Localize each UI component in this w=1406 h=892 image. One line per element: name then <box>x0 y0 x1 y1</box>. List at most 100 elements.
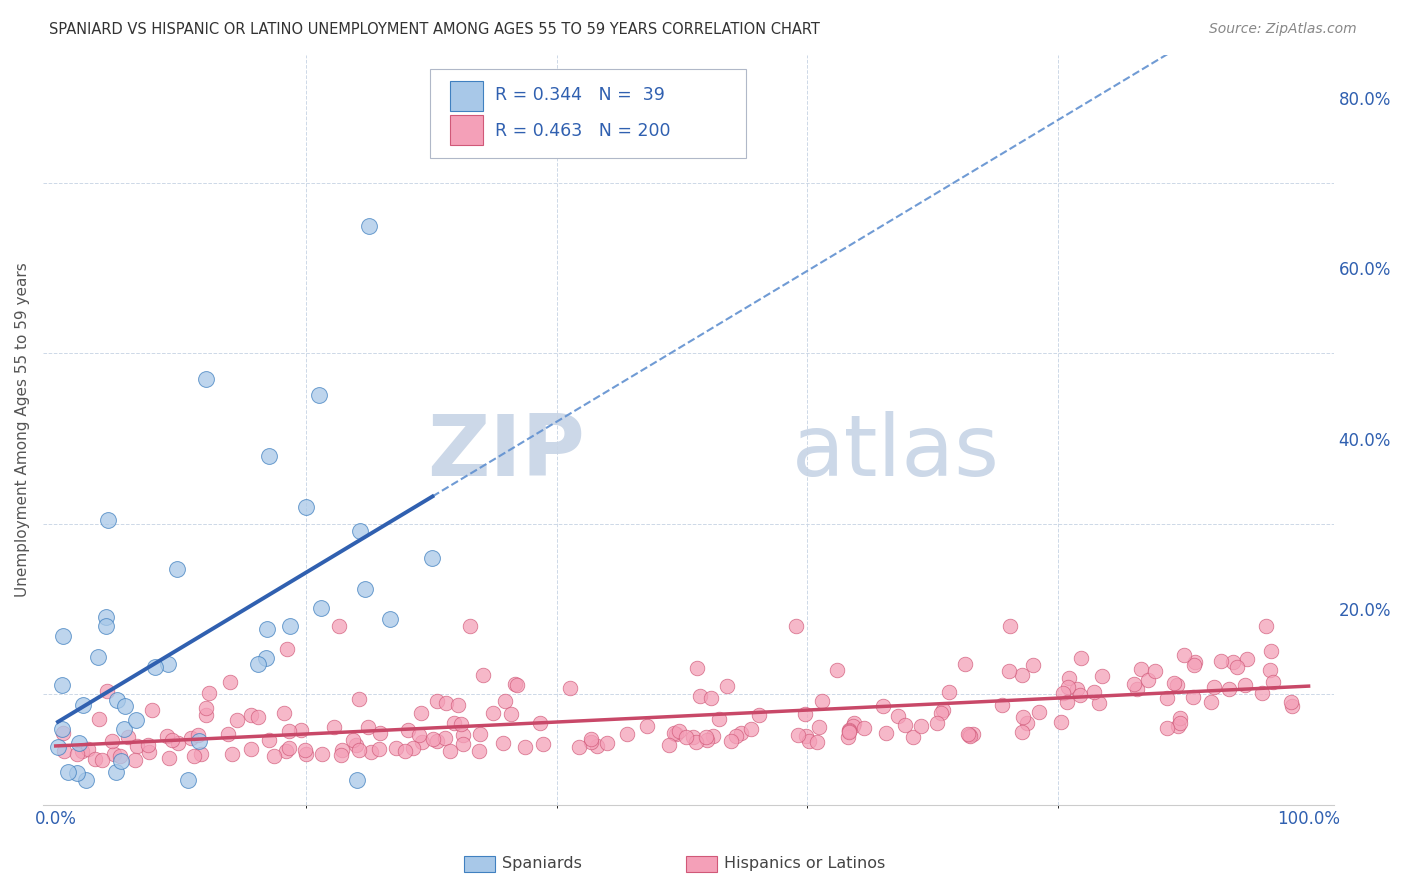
Point <box>959 729 981 743</box>
Point <box>124 753 146 767</box>
Point <box>87 712 110 726</box>
Point <box>167 736 190 750</box>
Point <box>938 685 960 699</box>
Point <box>105 765 128 780</box>
Point <box>505 678 527 692</box>
Point <box>1126 682 1149 697</box>
Point <box>740 722 762 736</box>
Point <box>240 741 263 756</box>
Point <box>145 659 167 673</box>
Point <box>1168 716 1191 731</box>
Point <box>492 736 515 750</box>
Point <box>278 740 301 755</box>
Text: SPANIARD VS HISPANIC OR LATINO UNEMPLOYMENT AMONG AGES 55 TO 59 YEARS CORRELATIO: SPANIARD VS HISPANIC OR LATINO UNEMPLOYM… <box>49 22 820 37</box>
Point <box>513 740 536 755</box>
Point <box>295 747 318 761</box>
Point <box>254 651 277 665</box>
Point <box>347 692 370 706</box>
Point <box>794 729 817 743</box>
Point <box>221 747 243 762</box>
Point <box>724 730 747 744</box>
Point <box>110 748 132 763</box>
Point <box>278 723 301 738</box>
Point <box>247 657 270 672</box>
Point <box>458 619 481 633</box>
Point <box>1066 682 1088 697</box>
Point <box>1279 695 1302 709</box>
Point <box>1156 691 1178 706</box>
Point <box>53 744 76 758</box>
Point <box>330 747 353 762</box>
Point <box>65 747 87 761</box>
Point <box>748 707 770 722</box>
Point <box>439 744 461 758</box>
FancyBboxPatch shape <box>430 70 747 158</box>
Point <box>470 727 492 741</box>
Point <box>838 725 860 739</box>
Point <box>811 694 834 708</box>
Point <box>838 723 860 738</box>
Point <box>347 743 370 757</box>
Point <box>837 730 859 744</box>
Point <box>875 726 897 740</box>
Point <box>308 387 330 401</box>
Point <box>219 675 242 690</box>
Point <box>853 721 876 735</box>
Point <box>675 730 697 744</box>
Point <box>346 772 368 787</box>
Point <box>66 765 89 780</box>
Point <box>180 731 202 746</box>
Point <box>384 741 406 756</box>
Point <box>720 734 742 748</box>
Point <box>529 715 551 730</box>
Point <box>354 582 377 596</box>
Point <box>1069 688 1091 702</box>
Point <box>1167 719 1189 733</box>
Point <box>503 677 526 691</box>
Point <box>401 741 423 756</box>
Point <box>838 724 860 739</box>
Point <box>1087 696 1109 710</box>
Point <box>844 715 866 730</box>
Point <box>273 706 295 721</box>
Point <box>380 612 402 626</box>
Point <box>596 736 619 750</box>
Point <box>1057 680 1080 694</box>
Point <box>472 667 495 681</box>
Point <box>396 723 419 738</box>
Point <box>280 619 302 633</box>
Point <box>957 727 980 741</box>
Point <box>408 729 430 743</box>
Point <box>1263 675 1285 690</box>
Point <box>295 500 318 514</box>
Point <box>368 725 391 739</box>
Point <box>166 562 188 576</box>
Point <box>357 720 380 734</box>
Point <box>1015 716 1038 731</box>
Point <box>311 747 333 761</box>
Point <box>1011 724 1033 739</box>
Point <box>664 726 686 740</box>
Point <box>1168 711 1191 725</box>
Point <box>1052 686 1074 700</box>
Point <box>190 747 212 761</box>
Text: Hispanics or Latinos: Hispanics or Latinos <box>724 856 886 871</box>
Point <box>1254 619 1277 633</box>
Point <box>955 657 977 671</box>
Point <box>274 744 297 758</box>
Point <box>342 733 364 747</box>
Point <box>1163 676 1185 690</box>
Point <box>96 684 118 698</box>
Text: R = 0.344   N =  39: R = 0.344 N = 39 <box>495 86 665 103</box>
Point <box>426 694 449 708</box>
Point <box>1184 655 1206 669</box>
Text: ZIP: ZIP <box>427 411 585 494</box>
Point <box>451 737 474 751</box>
Point <box>197 686 219 700</box>
Point <box>328 619 350 633</box>
Point <box>1218 681 1240 696</box>
Point <box>1181 690 1204 705</box>
Point <box>101 734 124 748</box>
Point <box>344 738 367 752</box>
Point <box>446 698 468 712</box>
